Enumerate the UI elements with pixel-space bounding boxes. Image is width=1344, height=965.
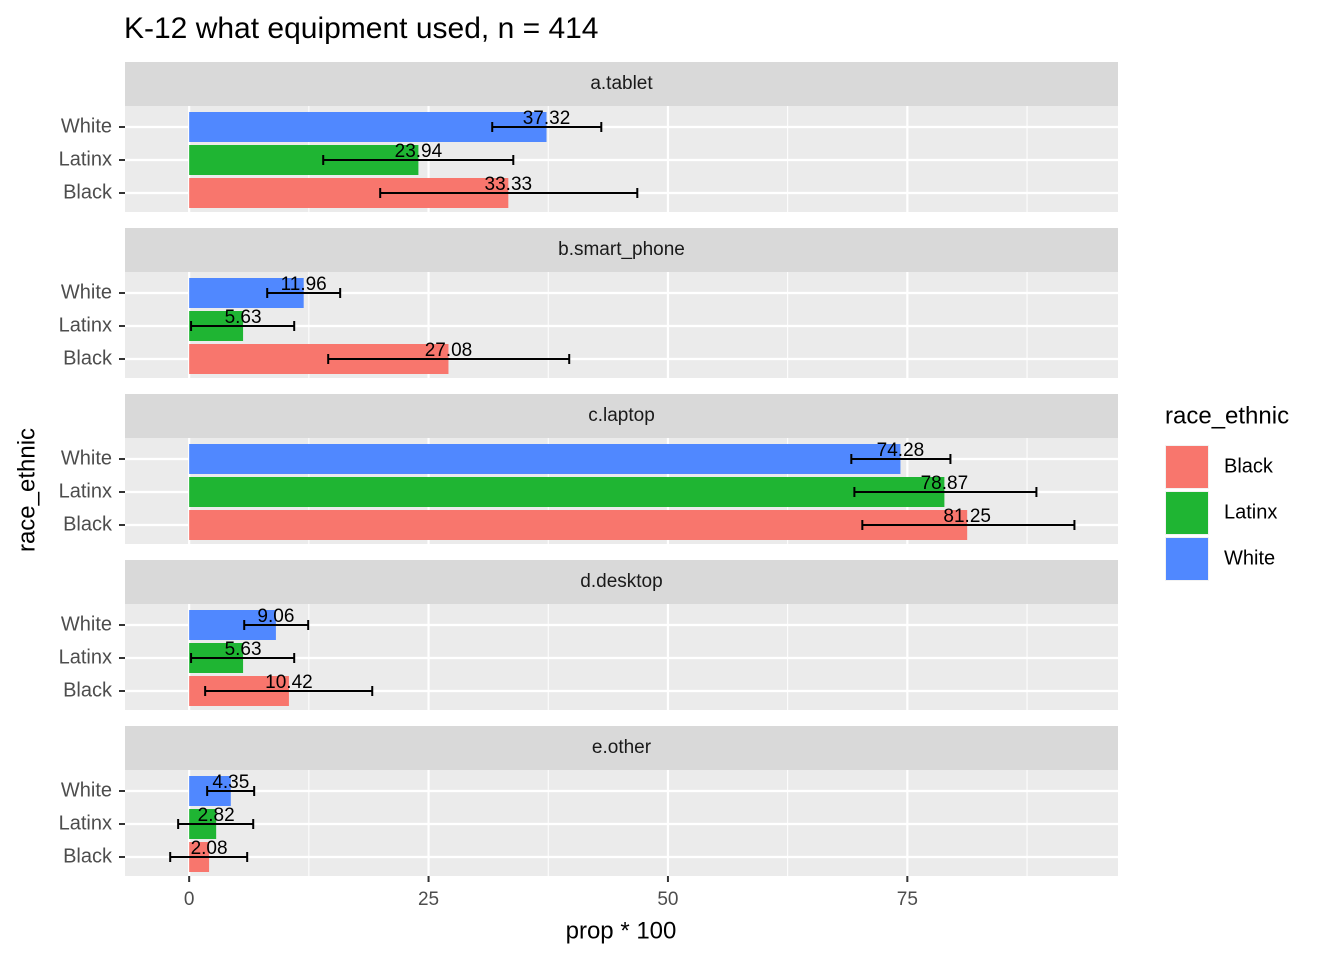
facet-strip — [125, 62, 1118, 106]
x-tick-label: 75 — [897, 889, 918, 910]
x-axis-label: prop * 100 — [566, 917, 677, 944]
legend-label: Latinx — [1224, 501, 1277, 523]
y-tick-label: Latinx — [59, 646, 112, 668]
y-tick-label: Black — [63, 679, 113, 701]
y-tick-label: Latinx — [59, 812, 112, 834]
data-label: 27.08 — [425, 340, 473, 361]
facet-strip — [125, 560, 1118, 604]
facet-label: a.tablet — [590, 73, 653, 94]
facet-label: b.smart_phone — [558, 239, 685, 260]
data-label: 2.82 — [198, 805, 235, 826]
data-label: 2.08 — [191, 838, 228, 859]
error-bar — [169, 852, 249, 862]
facet-label: d.desktop — [580, 571, 662, 592]
facet-strip — [125, 394, 1118, 438]
facet-label: c.laptop — [588, 405, 655, 426]
legend-swatch — [1166, 492, 1208, 534]
bar — [189, 444, 901, 474]
data-label: 9.06 — [257, 606, 294, 627]
error-bar — [177, 819, 255, 829]
error-bar — [379, 188, 639, 198]
x-tick-label: 50 — [657, 889, 678, 910]
y-tick-label: White — [61, 779, 112, 801]
data-label: 81.25 — [943, 506, 991, 527]
legend-swatch — [1166, 538, 1208, 580]
error-bar — [853, 487, 1038, 497]
y-tick-label: Latinx — [59, 148, 112, 170]
chart-title: K-12 what equipment used, n = 414 — [124, 12, 599, 45]
y-tick-label: Latinx — [59, 314, 112, 336]
error-bar — [204, 686, 374, 696]
facet-strip — [125, 726, 1118, 770]
data-label: 74.28 — [877, 440, 925, 461]
x-tick-label: 25 — [418, 889, 439, 910]
bar — [189, 510, 968, 540]
data-label: 37.32 — [523, 108, 571, 129]
y-tick-label: White — [61, 613, 112, 635]
x-tick-label: 0 — [184, 889, 195, 910]
error-bar — [190, 653, 296, 663]
data-label: 4.35 — [212, 772, 249, 793]
legend-title: race_ethnic — [1165, 402, 1289, 429]
error-bar — [861, 520, 1076, 530]
error-bar — [850, 454, 952, 464]
y-tick-label: Black — [63, 845, 113, 867]
data-label: 5.63 — [225, 307, 262, 328]
facet-label: e.other — [592, 737, 652, 758]
y-tick-label: White — [61, 115, 112, 137]
data-label: 11.96 — [281, 274, 327, 295]
error-bar — [243, 620, 310, 630]
y-tick-label: Black — [63, 347, 113, 369]
error-bar — [327, 354, 571, 364]
bar — [189, 112, 547, 142]
error-bar — [491, 122, 603, 132]
data-label: 33.33 — [485, 174, 533, 195]
error-bar — [266, 288, 342, 298]
legend-swatch — [1166, 446, 1208, 488]
data-label: 10.42 — [265, 672, 313, 693]
data-label: 78.87 — [921, 473, 969, 494]
facet-strip — [125, 228, 1118, 272]
y-tick-label: White — [61, 447, 112, 469]
legend-label: White — [1224, 547, 1275, 569]
y-tick-label: Black — [63, 513, 113, 535]
error-bar — [322, 155, 515, 165]
y-axis-label: race_ethnic — [13, 428, 40, 552]
bar — [189, 477, 945, 507]
error-bar — [190, 321, 296, 331]
y-tick-label: Black — [63, 181, 113, 203]
data-label: 23.94 — [395, 141, 443, 162]
y-tick-label: Latinx — [59, 480, 112, 502]
error-bar — [206, 786, 256, 796]
data-label: 5.63 — [225, 639, 262, 660]
legend-label: Black — [1224, 455, 1274, 477]
y-tick-label: White — [61, 281, 112, 303]
